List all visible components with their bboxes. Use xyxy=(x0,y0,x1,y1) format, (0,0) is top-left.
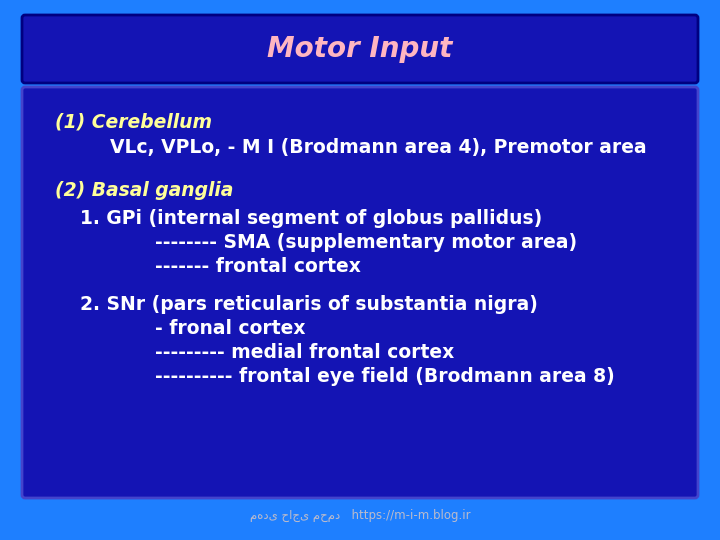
FancyBboxPatch shape xyxy=(22,87,698,498)
Text: (2) Basal ganglia: (2) Basal ganglia xyxy=(55,180,233,199)
Text: 1. GPi (internal segment of globus pallidus): 1. GPi (internal segment of globus palli… xyxy=(80,208,542,227)
Text: (1) Cerebellum: (1) Cerebellum xyxy=(55,112,212,132)
Text: VLc, VPLo, - M I (Brodmann area 4), Premotor area: VLc, VPLo, - M I (Brodmann area 4), Prem… xyxy=(110,138,647,157)
Text: ------- frontal cortex: ------- frontal cortex xyxy=(155,256,361,275)
Text: --------- medial frontal cortex: --------- medial frontal cortex xyxy=(155,343,454,362)
Text: ---------- frontal eye field (Brodmann area 8): ---------- frontal eye field (Brodmann a… xyxy=(155,368,615,387)
Text: Motor Input: Motor Input xyxy=(267,35,453,63)
Text: -------- SMA (supplementary motor area): -------- SMA (supplementary motor area) xyxy=(155,233,577,252)
Text: 2. SNr (pars reticularis of substantia nigra): 2. SNr (pars reticularis of substantia n… xyxy=(80,295,538,314)
Text: مهدی حاجی محمد   https://m-i-m.blog.ir: مهدی حاجی محمد https://m-i-m.blog.ir xyxy=(250,509,470,522)
FancyBboxPatch shape xyxy=(22,15,698,83)
Text: - fronal cortex: - fronal cortex xyxy=(155,320,305,339)
